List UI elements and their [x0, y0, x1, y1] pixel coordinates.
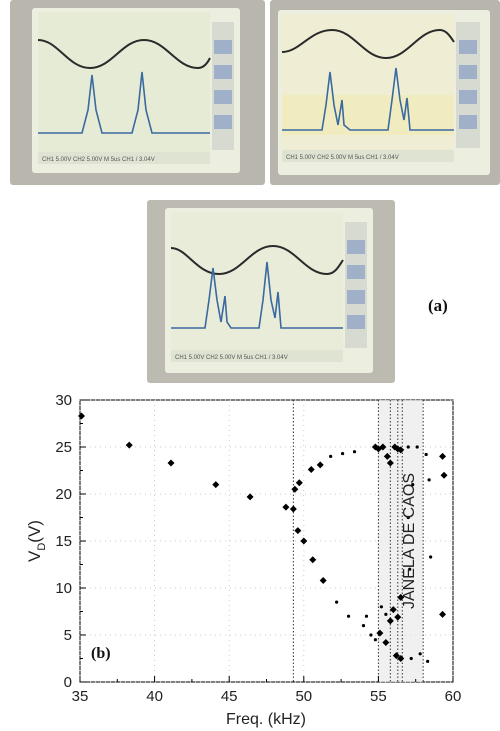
data-point: [392, 652, 400, 660]
data-point-small: [352, 450, 357, 454]
data-point-small: [340, 451, 345, 456]
x-tick-label: 35: [72, 688, 89, 705]
x-tick-label: 50: [295, 688, 312, 705]
data-point-small: [411, 483, 415, 487]
data-point-small: [346, 614, 351, 618]
data-point: [212, 481, 220, 489]
x-axis-label: Freq. (kHz): [226, 711, 306, 728]
data-point: [394, 613, 402, 621]
y-tick-label: 5: [64, 627, 72, 644]
data-point: [379, 443, 387, 451]
chaos-window-annotation: JANELA DE CAOS: [401, 473, 418, 609]
data-point: [382, 639, 390, 647]
data-point: [291, 485, 299, 493]
y-tick-label: 25: [55, 439, 72, 456]
y-tick-label: 20: [55, 486, 72, 503]
data-point: [439, 610, 447, 618]
data-point: [386, 617, 394, 625]
data-point-small: [379, 605, 383, 609]
oscilloscope-screen: CH1 5.00V CH2 5.00V M 5us CH1 / 3.04V: [10, 0, 265, 185]
y-tick-label: 15: [55, 533, 72, 550]
data-point: [440, 471, 448, 479]
data-point: [295, 479, 303, 487]
data-point-small: [406, 445, 410, 449]
data-point-small: [409, 656, 413, 661]
data-point-small: [424, 452, 428, 457]
oscilloscope-readout: CH1 5.00V CH2 5.00V M 5us CH1 / 3.04V: [286, 155, 399, 161]
data-point: [289, 505, 297, 513]
y-axis-label-unit: (V): [25, 520, 44, 543]
x-tick-label: 60: [445, 688, 462, 705]
data-point-small: [406, 515, 410, 520]
data-point: [376, 629, 384, 637]
data-point: [389, 606, 397, 614]
data-point: [282, 503, 290, 511]
data-point-small: [335, 600, 339, 604]
oscilloscope-screen: CH1 5.00V CH2 5.00V M 5us CH1 / 3.04V: [270, 0, 500, 185]
data-point-small: [364, 614, 369, 618]
data-point: [383, 452, 391, 460]
oscilloscope-photo-top-right: CH1 5.00V CH2 5.00V M 5us CH1 / 3.04V: [270, 0, 500, 185]
data-point-small: [361, 624, 366, 628]
data-point: [439, 452, 447, 460]
data-point: [397, 655, 405, 662]
data-point: [125, 441, 133, 449]
data-point-small: [329, 454, 333, 458]
oscilloscope-photo-top-left: CH1 5.00V CH2 5.00V M 5us CH1 / 3.04V: [10, 0, 265, 185]
data-point-small: [384, 612, 388, 616]
oscilloscope-photo-center: CH1 5.00V CH2 5.00V M 5us CH1 / 3.04V: [147, 200, 395, 383]
data-point-small: [373, 638, 378, 642]
data-point: [386, 459, 394, 467]
y-axis-label-main: V: [25, 550, 44, 562]
y-tick-label: 10: [55, 580, 72, 597]
data-point: [307, 466, 315, 474]
data-point-small: [418, 652, 422, 656]
x-tick-label: 45: [221, 688, 238, 705]
data-point: [316, 461, 324, 469]
x-tick-label: 55: [370, 688, 387, 705]
oscilloscope-readout: CH1 5.00V CH2 5.00V M 5us CH1 / 3.04V: [42, 157, 155, 163]
data-point: [294, 527, 302, 535]
y-axis-label-subscript: D: [36, 543, 48, 551]
data-point: [300, 537, 308, 545]
data-point-small: [427, 478, 431, 482]
oscilloscope-readout: CH1 5.00V CH2 5.00V M 5us CH1 / 3.04V: [175, 355, 288, 361]
panel-b-label: (b): [91, 645, 111, 662]
y-tick-label: 30: [55, 392, 72, 409]
data-point: [167, 459, 175, 467]
data-point: [309, 556, 317, 564]
data-point-small: [369, 633, 373, 637]
data-point-small: [415, 445, 419, 449]
oscilloscope-screen: CH1 5.00V CH2 5.00V M 5us CH1 / 3.04V: [147, 200, 395, 383]
data-point: [319, 576, 327, 584]
axis-ticks: 35 40 45 50 55 60 0 5 10 15 20 25 30: [55, 392, 461, 705]
data-point-small: [426, 659, 430, 663]
panel-a-label: (a): [428, 296, 448, 315]
data-point: [397, 593, 405, 601]
data-point: [397, 446, 405, 454]
x-tick-label: 40: [146, 688, 163, 705]
data-point-small: [429, 555, 433, 559]
y-axis-label: VD(V): [25, 520, 48, 562]
data-point: [77, 412, 85, 420]
data-point: [246, 493, 254, 501]
data-point-small: [408, 567, 412, 571]
data-points: [77, 412, 448, 663]
data-point: [394, 445, 402, 453]
y-tick-label: 0: [64, 674, 72, 691]
